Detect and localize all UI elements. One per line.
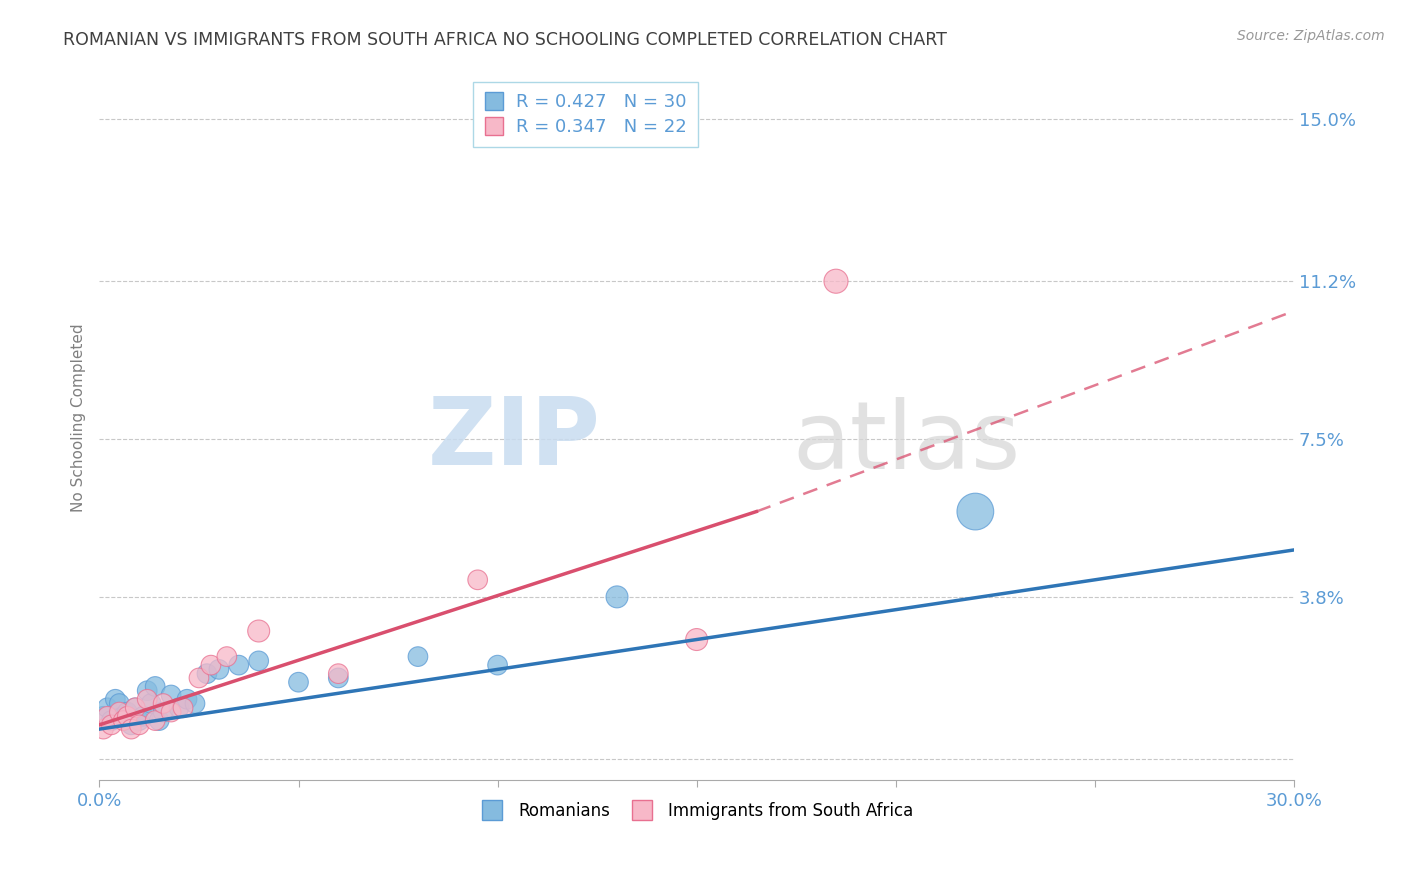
Point <box>208 662 231 676</box>
Point <box>188 671 211 685</box>
Point <box>112 714 135 728</box>
Text: ROMANIAN VS IMMIGRANTS FROM SOUTH AFRICA NO SCHOOLING COMPLETED CORRELATION CHAR: ROMANIAN VS IMMIGRANTS FROM SOUTH AFRICA… <box>63 31 948 49</box>
Point <box>172 700 194 714</box>
Point <box>406 649 429 664</box>
Legend: Romanians, Immigrants from South Africa: Romanians, Immigrants from South Africa <box>472 795 920 826</box>
Point <box>128 718 150 732</box>
Point <box>112 709 135 723</box>
Point <box>247 654 270 668</box>
Point <box>685 632 707 647</box>
Point <box>184 697 207 711</box>
Point <box>467 573 489 587</box>
Point <box>148 714 170 728</box>
Point <box>215 649 238 664</box>
Point <box>93 722 115 736</box>
Point <box>141 697 163 711</box>
Point <box>825 274 848 288</box>
Point <box>486 658 509 673</box>
Point <box>117 709 139 723</box>
Point <box>228 658 250 673</box>
Point <box>100 714 122 728</box>
Point <box>124 700 146 714</box>
Point <box>108 697 131 711</box>
Point <box>167 700 190 714</box>
Point <box>965 505 987 519</box>
Point <box>108 705 131 719</box>
Text: Source: ZipAtlas.com: Source: ZipAtlas.com <box>1237 29 1385 43</box>
Text: atlas: atlas <box>792 397 1021 489</box>
Point <box>100 718 122 732</box>
Point <box>143 680 166 694</box>
Point <box>176 692 198 706</box>
Point <box>328 666 350 681</box>
Text: ZIP: ZIP <box>429 393 602 485</box>
Point <box>160 705 183 719</box>
Point <box>132 709 155 723</box>
Point <box>120 722 142 736</box>
Point <box>160 688 183 702</box>
Point <box>136 683 159 698</box>
Point <box>93 709 115 723</box>
Point <box>136 692 159 706</box>
Point <box>124 700 146 714</box>
Point <box>96 700 118 714</box>
Point <box>152 697 174 711</box>
Point <box>143 714 166 728</box>
Point <box>328 671 350 685</box>
Point <box>96 709 118 723</box>
Point <box>287 675 309 690</box>
Point <box>247 624 270 638</box>
Point <box>117 705 139 719</box>
Point <box>104 692 127 706</box>
Point <box>606 590 628 604</box>
Point <box>128 714 150 728</box>
Point <box>152 705 174 719</box>
Point <box>200 658 222 673</box>
Point <box>120 718 142 732</box>
Y-axis label: No Schooling Completed: No Schooling Completed <box>72 324 86 512</box>
Point <box>195 666 218 681</box>
